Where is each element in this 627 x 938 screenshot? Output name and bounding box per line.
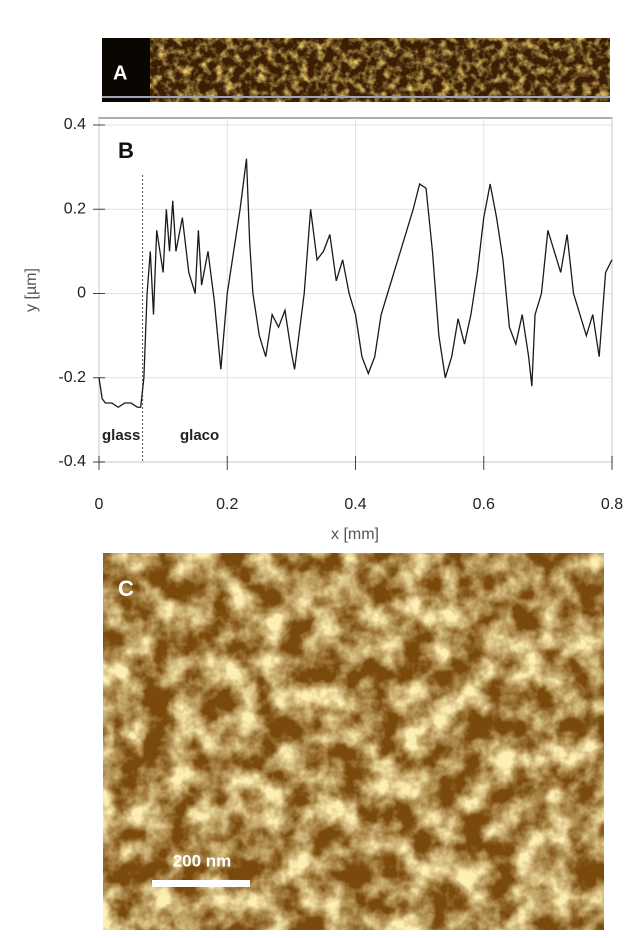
panel-label: A bbox=[113, 62, 127, 84]
y-tick-label: 0 bbox=[77, 285, 86, 302]
x-tick-label: 0 bbox=[95, 496, 104, 513]
x-axis-label: x [mm] bbox=[331, 526, 379, 543]
y-axis-label: y [µm] bbox=[23, 268, 40, 312]
annotation: glaco bbox=[180, 427, 219, 444]
y-tick-label: -0.4 bbox=[58, 453, 86, 470]
y-tick-label: -0.2 bbox=[58, 369, 86, 386]
panel-a-image: A bbox=[102, 38, 610, 102]
panel-label: C bbox=[118, 576, 134, 601]
panel-c-image: C 200 nm bbox=[103, 553, 604, 930]
x-tick-label: 0.4 bbox=[344, 496, 366, 513]
scale-bar bbox=[152, 880, 250, 887]
line-chart: B x [mm] y [µm] -0.4 -0.2 0 0.2 0.4 0 0.2 0.4 0.… bbox=[23, 116, 623, 543]
y-tick-label: 0.4 bbox=[64, 116, 86, 133]
x-tick-label: 0.6 bbox=[473, 496, 495, 513]
x-tick-label: 0.8 bbox=[601, 496, 623, 513]
data-line bbox=[98, 158, 613, 409]
scale-bar-label: 200 nm bbox=[173, 851, 232, 870]
panel-label: B bbox=[118, 138, 134, 163]
annotation: glass bbox=[102, 427, 140, 444]
x-tick-label: 0.2 bbox=[216, 496, 238, 513]
y-tick-label: 0.2 bbox=[64, 200, 86, 217]
